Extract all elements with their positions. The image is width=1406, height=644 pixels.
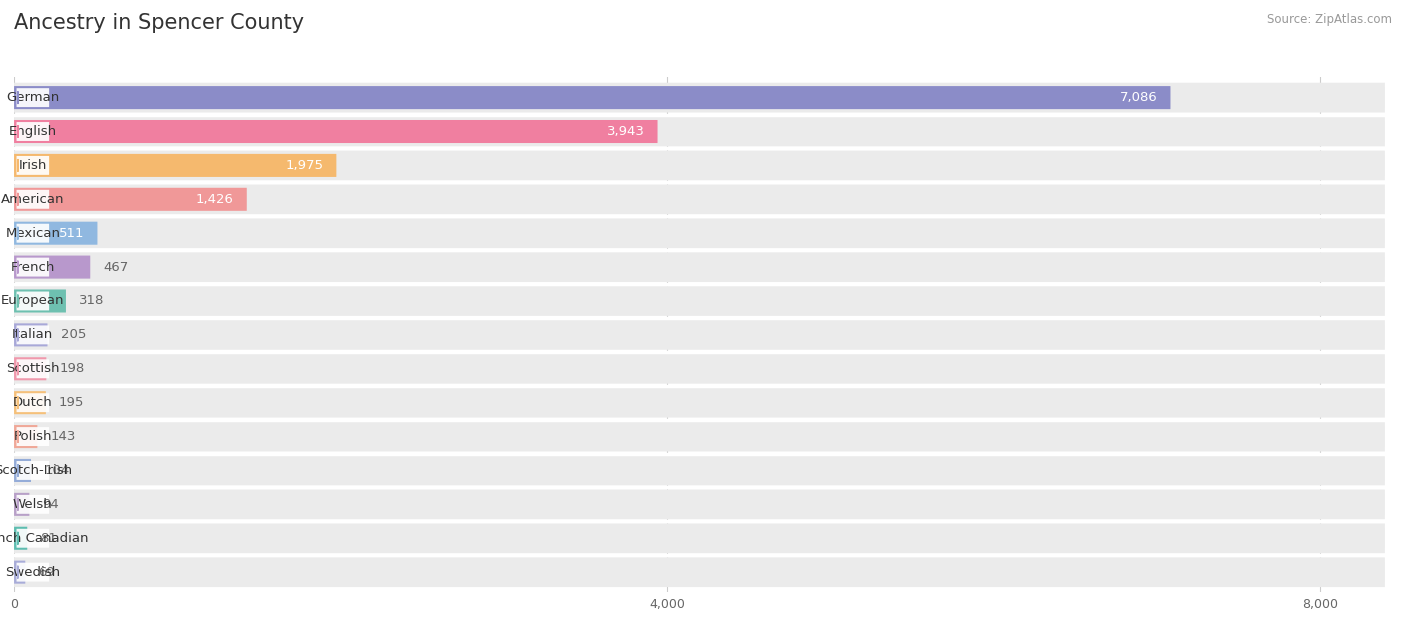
Text: 198: 198 bbox=[59, 363, 84, 375]
FancyBboxPatch shape bbox=[17, 88, 49, 107]
FancyBboxPatch shape bbox=[14, 117, 1385, 146]
FancyBboxPatch shape bbox=[14, 286, 1385, 316]
FancyBboxPatch shape bbox=[14, 388, 1385, 417]
FancyBboxPatch shape bbox=[14, 459, 31, 482]
FancyBboxPatch shape bbox=[17, 393, 49, 412]
Text: 94: 94 bbox=[42, 498, 59, 511]
FancyBboxPatch shape bbox=[14, 561, 25, 583]
Text: Italian: Italian bbox=[13, 328, 53, 341]
FancyBboxPatch shape bbox=[17, 258, 49, 276]
Text: 195: 195 bbox=[59, 396, 84, 409]
FancyBboxPatch shape bbox=[14, 524, 1385, 553]
Text: Scottish: Scottish bbox=[6, 363, 59, 375]
FancyBboxPatch shape bbox=[14, 557, 1385, 587]
FancyBboxPatch shape bbox=[14, 218, 1385, 248]
Text: French Canadian: French Canadian bbox=[0, 532, 89, 545]
FancyBboxPatch shape bbox=[14, 184, 1385, 214]
Text: 81: 81 bbox=[41, 532, 58, 545]
Text: 143: 143 bbox=[51, 430, 76, 443]
FancyBboxPatch shape bbox=[14, 154, 336, 177]
FancyBboxPatch shape bbox=[14, 188, 247, 211]
Text: Polish: Polish bbox=[14, 430, 52, 443]
FancyBboxPatch shape bbox=[17, 190, 49, 209]
FancyBboxPatch shape bbox=[14, 82, 1385, 113]
FancyBboxPatch shape bbox=[14, 425, 38, 448]
FancyBboxPatch shape bbox=[17, 156, 49, 175]
FancyBboxPatch shape bbox=[17, 563, 49, 582]
Text: Welsh: Welsh bbox=[13, 498, 52, 511]
Text: 318: 318 bbox=[79, 294, 104, 307]
FancyBboxPatch shape bbox=[14, 289, 66, 312]
FancyBboxPatch shape bbox=[14, 256, 90, 279]
FancyBboxPatch shape bbox=[17, 223, 49, 243]
Text: 1,975: 1,975 bbox=[285, 159, 323, 172]
FancyBboxPatch shape bbox=[14, 222, 97, 245]
FancyBboxPatch shape bbox=[14, 323, 48, 346]
FancyBboxPatch shape bbox=[14, 354, 1385, 384]
FancyBboxPatch shape bbox=[14, 455, 1385, 486]
Text: Mexican: Mexican bbox=[6, 227, 60, 240]
FancyBboxPatch shape bbox=[14, 489, 1385, 519]
FancyBboxPatch shape bbox=[14, 252, 1385, 282]
Text: 69: 69 bbox=[38, 565, 55, 579]
FancyBboxPatch shape bbox=[17, 122, 49, 141]
FancyBboxPatch shape bbox=[14, 422, 1385, 451]
FancyBboxPatch shape bbox=[17, 427, 49, 446]
Text: English: English bbox=[8, 125, 56, 138]
Text: American: American bbox=[1, 193, 65, 206]
FancyBboxPatch shape bbox=[17, 495, 49, 514]
FancyBboxPatch shape bbox=[17, 325, 49, 345]
Text: Swedish: Swedish bbox=[6, 565, 60, 579]
FancyBboxPatch shape bbox=[14, 493, 30, 516]
Text: German: German bbox=[6, 91, 59, 104]
FancyBboxPatch shape bbox=[17, 529, 49, 547]
Text: Irish: Irish bbox=[18, 159, 46, 172]
Text: 3,943: 3,943 bbox=[606, 125, 644, 138]
FancyBboxPatch shape bbox=[14, 151, 1385, 180]
Text: 467: 467 bbox=[103, 261, 128, 274]
FancyBboxPatch shape bbox=[17, 461, 49, 480]
Text: Source: ZipAtlas.com: Source: ZipAtlas.com bbox=[1267, 13, 1392, 26]
Text: 7,086: 7,086 bbox=[1119, 91, 1157, 104]
FancyBboxPatch shape bbox=[14, 86, 1170, 109]
FancyBboxPatch shape bbox=[14, 391, 46, 414]
FancyBboxPatch shape bbox=[17, 359, 49, 378]
FancyBboxPatch shape bbox=[14, 527, 27, 550]
Text: Scotch-Irish: Scotch-Irish bbox=[0, 464, 72, 477]
Text: Dutch: Dutch bbox=[13, 396, 52, 409]
Text: Ancestry in Spencer County: Ancestry in Spencer County bbox=[14, 13, 304, 33]
Text: 511: 511 bbox=[59, 227, 84, 240]
Text: European: European bbox=[1, 294, 65, 307]
Text: 1,426: 1,426 bbox=[195, 193, 233, 206]
FancyBboxPatch shape bbox=[14, 120, 658, 143]
FancyBboxPatch shape bbox=[17, 292, 49, 310]
Text: 104: 104 bbox=[44, 464, 69, 477]
FancyBboxPatch shape bbox=[14, 320, 1385, 350]
Text: French: French bbox=[11, 261, 55, 274]
Text: 205: 205 bbox=[60, 328, 86, 341]
FancyBboxPatch shape bbox=[14, 357, 46, 381]
